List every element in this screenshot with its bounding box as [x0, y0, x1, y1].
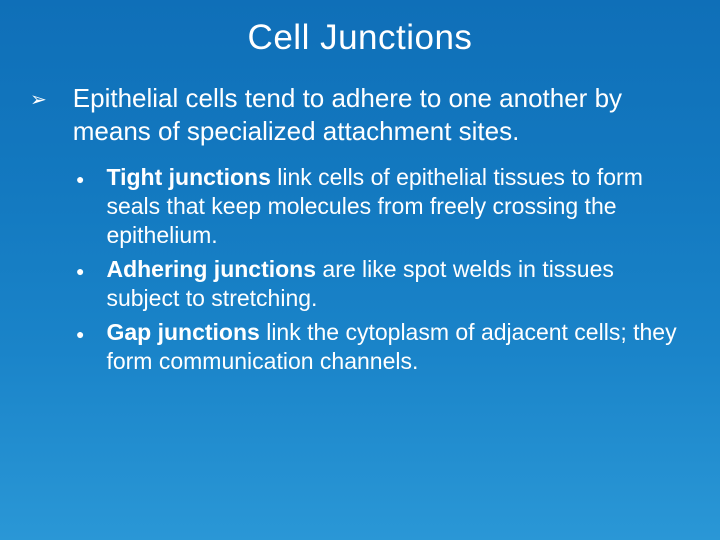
level2-text: Gap junctions link the cytoplasm of adja…	[106, 318, 692, 377]
bullet-level1: ➢ Epithelial cells tend to adhere to one…	[28, 82, 692, 149]
term-bold: Adhering junctions	[106, 256, 316, 282]
dot-icon: ●	[76, 171, 84, 189]
level2-text: Tight junctions link cells of epithelial…	[106, 163, 692, 251]
level2-text: Adhering junctions are like spot welds i…	[106, 255, 692, 314]
level2-list: ● Tight junctions link cells of epitheli…	[28, 163, 692, 377]
slide-title: Cell Junctions	[28, 18, 692, 58]
chevron-icon: ➢	[30, 88, 47, 114]
bullet-level2: ● Adhering junctions are like spot welds…	[76, 255, 692, 314]
dot-icon: ●	[76, 326, 84, 344]
dot-icon: ●	[76, 263, 84, 281]
bullet-level2: ● Gap junctions link the cytoplasm of ad…	[76, 318, 692, 377]
bullet-level2: ● Tight junctions link cells of epitheli…	[76, 163, 692, 251]
term-bold: Tight junctions	[106, 164, 270, 190]
term-bold: Gap junctions	[106, 319, 259, 345]
slide: Cell Junctions ➢ Epithelial cells tend t…	[0, 0, 720, 540]
level1-text: Epithelial cells tend to adhere to one a…	[73, 82, 692, 149]
